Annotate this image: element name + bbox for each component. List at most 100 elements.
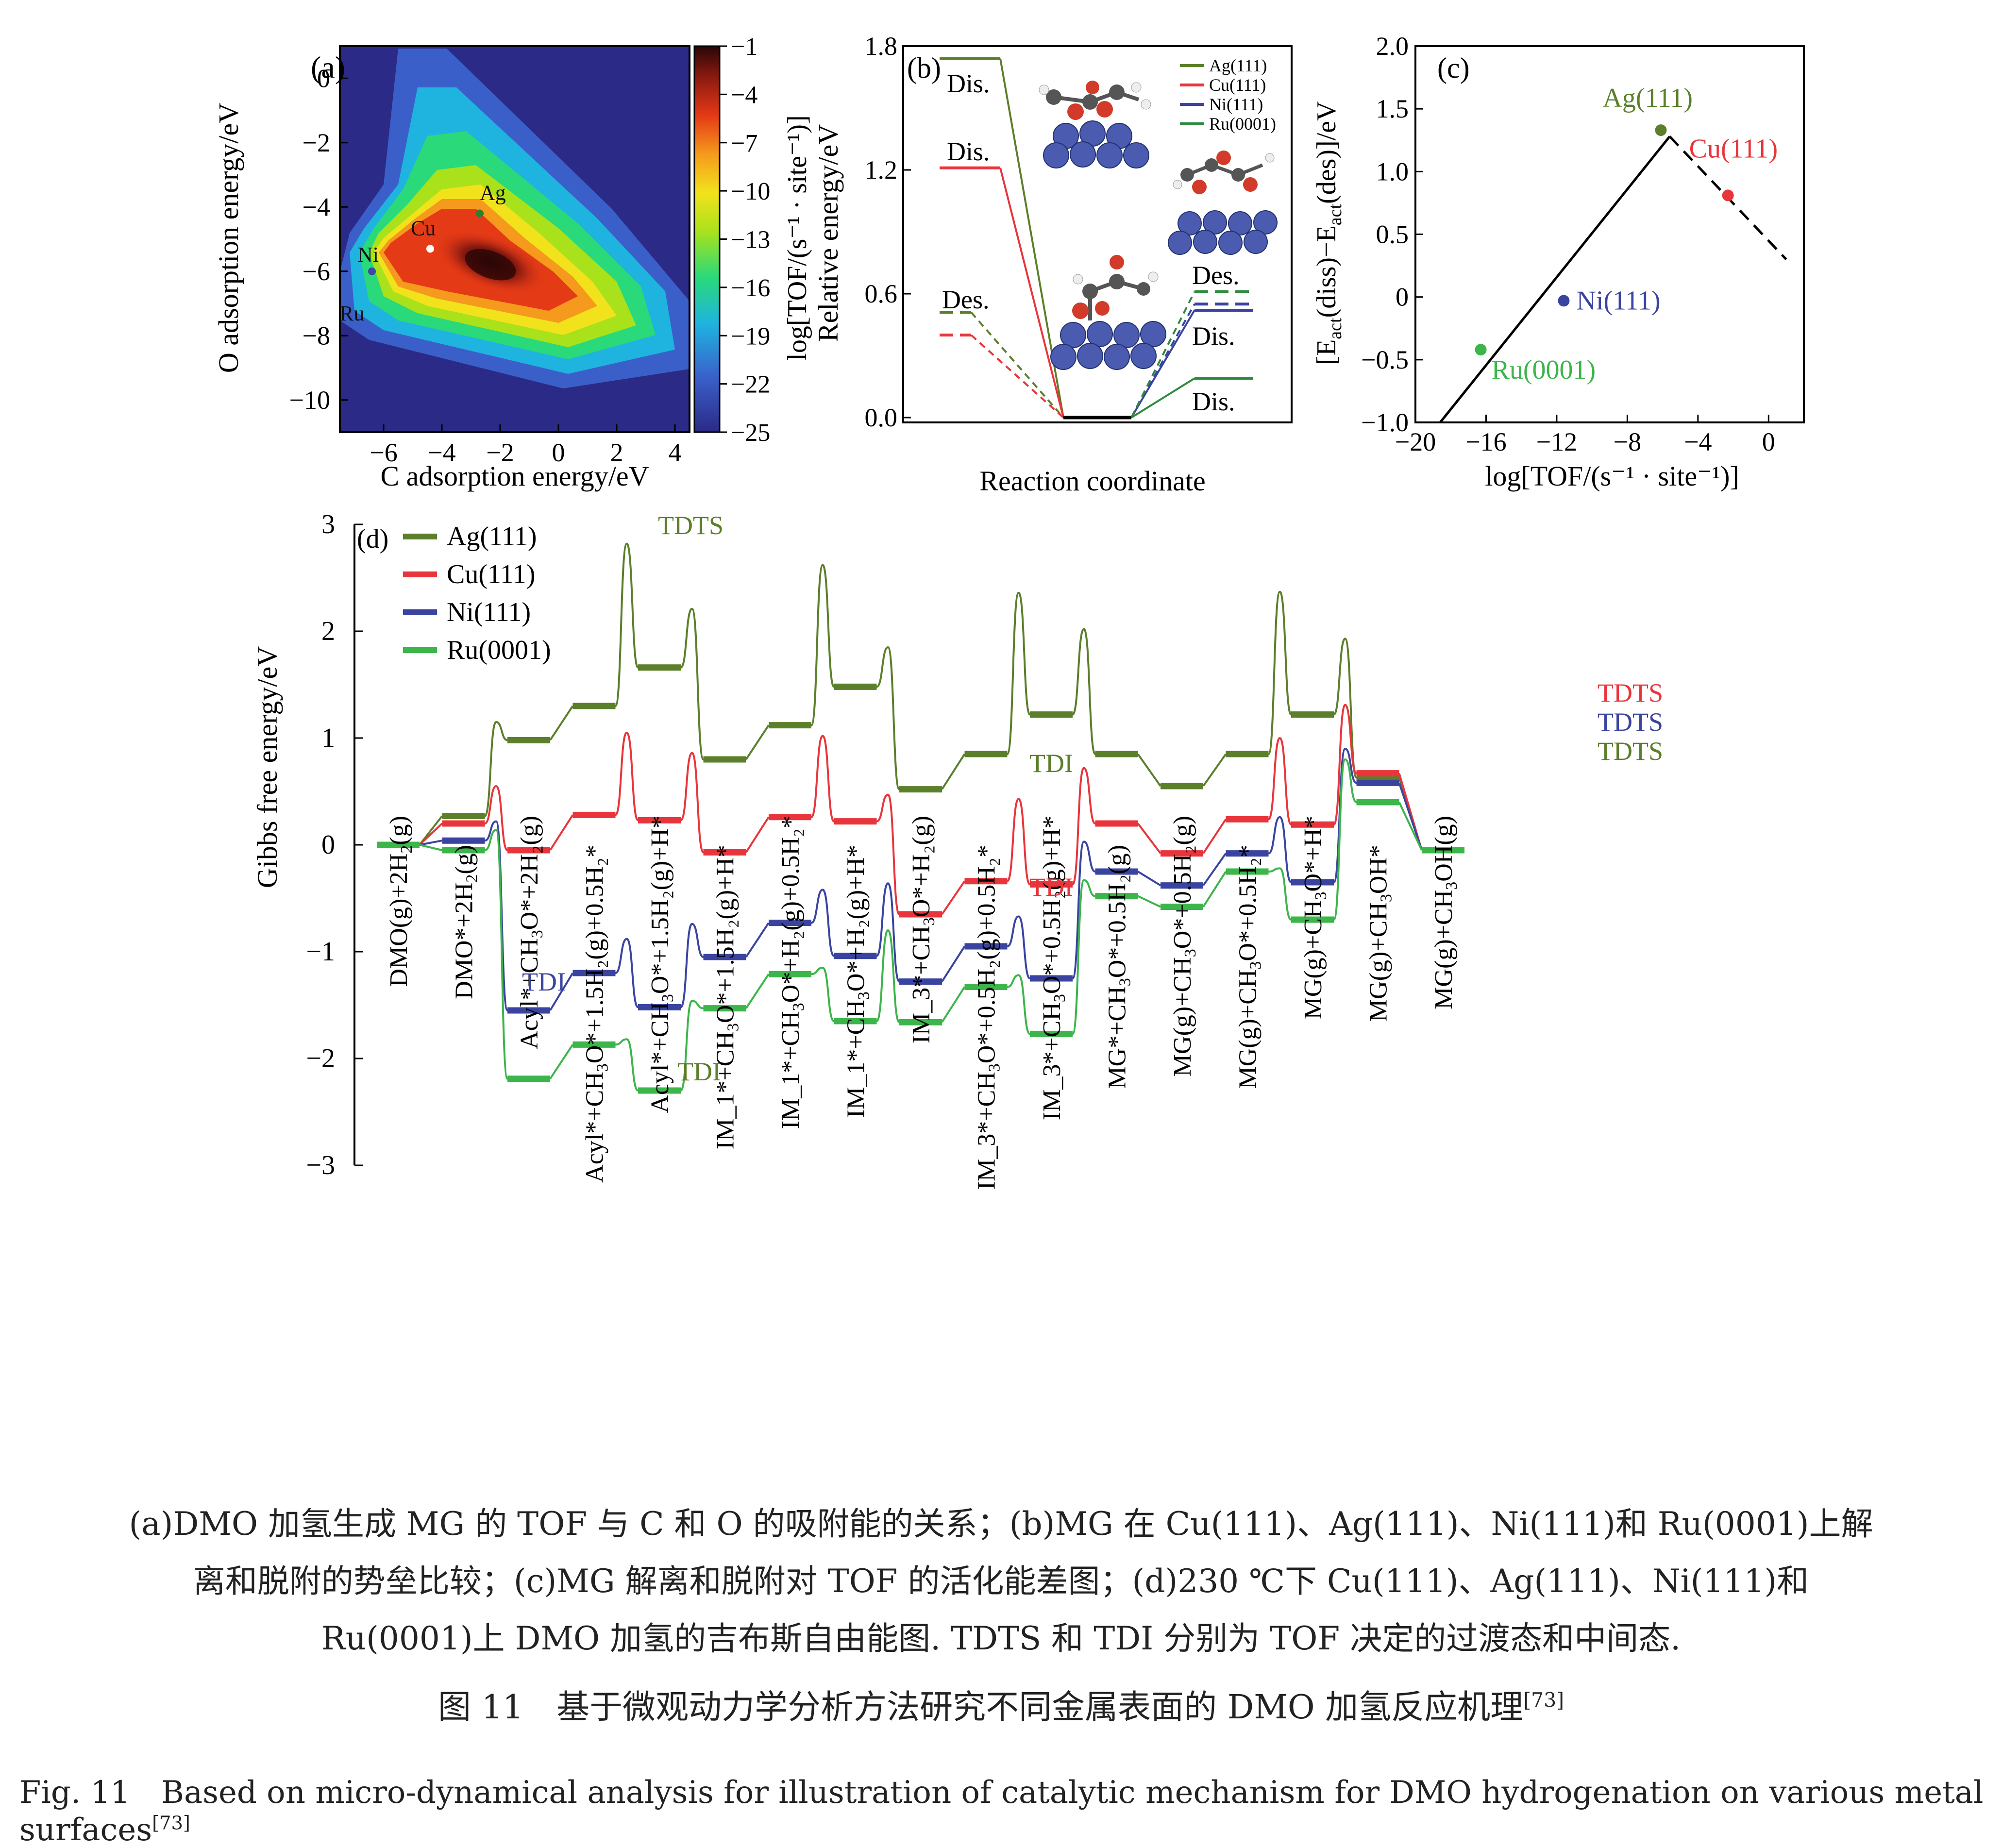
reaction-path xyxy=(549,814,574,851)
panel-b-annotations: Dis. Dis. Des. Des. Dis. Dis. xyxy=(942,69,1239,416)
reaction-path xyxy=(1398,782,1423,851)
reaction-path xyxy=(1072,840,1096,979)
x-tick-label: 4 xyxy=(669,438,682,467)
reaction-path xyxy=(1137,823,1161,854)
annotation-des: Des. xyxy=(942,285,989,314)
reaction-path xyxy=(1267,590,1292,755)
legend-label: Ag(111) xyxy=(447,521,537,552)
reaction-path xyxy=(1398,802,1423,851)
x-tick-label: −12 xyxy=(1536,427,1577,456)
dissociation-path xyxy=(1130,309,1195,419)
reaction-path xyxy=(745,974,770,1009)
category-text: MG(g)+CH xyxy=(1430,890,1458,1009)
panel-c-y-ticks: −1.0 −0.5 0 0.5 1.0 1.5 2.0 xyxy=(1361,32,1423,437)
y-tick-label: 0.6 xyxy=(865,279,898,308)
annotation-tdts: TDTS xyxy=(1598,737,1663,766)
reaction-path xyxy=(1202,871,1227,907)
panel-a: −6 −4 −2 0 2 4 0 −2 −4 −6 −8 −10 Ag Cu Ni Ru (a) C ad… xyxy=(213,33,812,492)
y-tick-label: −10 xyxy=(289,386,330,415)
data-point xyxy=(1558,295,1570,307)
fit-line xyxy=(1439,135,1671,423)
y-tick-label: 0 xyxy=(317,64,330,93)
data-point-label: Ru(0001) xyxy=(1492,355,1596,385)
reaction-path xyxy=(680,752,705,854)
annotation-dis: Dis. xyxy=(947,69,990,98)
category-label: DMO(g)+2H2(g) xyxy=(385,816,416,987)
annotation-tdi: TDI xyxy=(677,1057,721,1086)
category-text: MG(g)+CH xyxy=(1169,957,1196,1076)
data-point-label: Ni(111) xyxy=(1576,286,1660,316)
annotation-dis: Dis. xyxy=(947,137,990,166)
panel-d-y-label: Gibbs free energy/eV xyxy=(252,646,283,888)
category-subscript: 3 xyxy=(659,994,677,1002)
category-text: O*+1.5H₂(g)+0.5H₂* xyxy=(581,845,609,1063)
reaction-path xyxy=(1072,879,1096,1035)
data-point xyxy=(426,245,434,253)
category-subscript: 3 xyxy=(1247,961,1265,970)
category-text: Acyl*+CH xyxy=(646,1002,674,1113)
reaction-path xyxy=(941,986,966,1023)
reaction-path xyxy=(1007,915,1031,979)
reaction-path xyxy=(875,929,900,1024)
x-tick-label: 0 xyxy=(552,438,565,467)
y-tick-label: −2 xyxy=(303,128,330,157)
reaction-path xyxy=(484,721,508,817)
category-subscript: 3 xyxy=(855,991,873,1000)
panel-a-y-ticks: 0 −2 −4 −6 −8 −10 xyxy=(289,64,348,415)
legend-label: Ru(0001) xyxy=(447,635,551,665)
category-subscript: 3 xyxy=(1116,978,1134,986)
category-text: Acyl*+CH xyxy=(581,1072,609,1183)
category-label: IM_3*+CH3O*+0.5H₂(g)+H* xyxy=(1038,816,1069,1120)
panel-d-annotations: TDTS TDI TDI TDI TDI TDTS TDTS TDTS xyxy=(522,511,1663,1086)
desorption-path xyxy=(970,311,1064,419)
category-subscript: 3 xyxy=(724,1023,742,1031)
category-subscript: 3 xyxy=(1443,882,1461,890)
reaction-path xyxy=(1268,816,1292,883)
category-text: IM_3*+CH xyxy=(908,925,935,1043)
panel-c: −20 −16 −12 −8 −4 0 −1.0 −0.5 0 0.5 1.0 1.5 2.0 Ag(… xyxy=(1312,32,1805,492)
x-tick-label: 0 xyxy=(1762,427,1775,456)
reaction-path xyxy=(745,816,770,853)
reaction-path xyxy=(941,880,966,915)
colorbar-tick-label: −16 xyxy=(731,274,770,302)
reaction-path xyxy=(811,889,835,957)
figure-caption-chinese: (a)DMO 加氢生成 MG 的 TOF 与 C 和 O 的吸附能的关系；(b)… xyxy=(129,1505,1873,1657)
colorbar-label: log[TOF/(s⁻¹ · site⁻¹)] xyxy=(782,115,812,360)
panel-d-categories: DMO(g)+2H2(g)DMO*+2H2(g)Acyl*+CH3O*+2H₂(… xyxy=(385,816,1461,1190)
reaction-path xyxy=(1137,753,1161,787)
reaction-path xyxy=(680,923,704,1008)
annotation-tdi: TDI xyxy=(1029,873,1073,902)
category-text: O*+0.5H₂(g)+H* xyxy=(1038,816,1066,994)
annotation-dis: Dis. xyxy=(1192,321,1235,351)
reaction-path xyxy=(419,840,442,846)
category-text: (g) xyxy=(385,816,413,845)
panel-a-label: (a) xyxy=(311,50,345,84)
category-label: Acyl*+CH3O*+1.5H₂(g)+0.5H₂* xyxy=(581,845,612,1183)
colorbar-tick-label: −10 xyxy=(731,178,770,205)
reaction-path xyxy=(810,735,835,823)
y-tick-label: 0 xyxy=(1396,283,1409,312)
reaction-path xyxy=(1202,819,1227,854)
panel-c-x-label: log[TOF/(s⁻¹ · site⁻¹)] xyxy=(1485,460,1739,492)
colorbar-tick-label: −4 xyxy=(731,81,757,109)
reaction-path xyxy=(875,882,900,983)
reaction-path xyxy=(680,607,705,760)
category-label: MG(g)+CH3O*+H* xyxy=(1299,816,1330,1019)
panel-a-points: Ag Cu Ni Ru xyxy=(339,181,506,325)
panel-b-y-label: Relative energy/eV xyxy=(812,124,844,342)
category-text: O*+2H₂(g) xyxy=(516,816,543,930)
category-text: IM_1*+CH xyxy=(777,1011,805,1129)
category-subscript: 3 xyxy=(790,1003,808,1011)
reaction-path xyxy=(614,731,639,822)
reaction-path xyxy=(1202,753,1227,787)
reaction-path xyxy=(1268,867,1292,921)
x-tick-label: −8 xyxy=(1614,427,1641,456)
category-label: IM_1*+CH3O*+1.5H₂(g)+H* xyxy=(712,845,742,1149)
category-text: OH* xyxy=(1365,845,1393,894)
reaction-path xyxy=(1333,758,1357,921)
reaction-path xyxy=(811,966,835,1022)
data-point xyxy=(1475,344,1487,356)
y-tick-label: −1.0 xyxy=(1361,408,1409,437)
reaction-path xyxy=(1202,853,1227,886)
category-text: OH(g) xyxy=(1430,816,1458,882)
